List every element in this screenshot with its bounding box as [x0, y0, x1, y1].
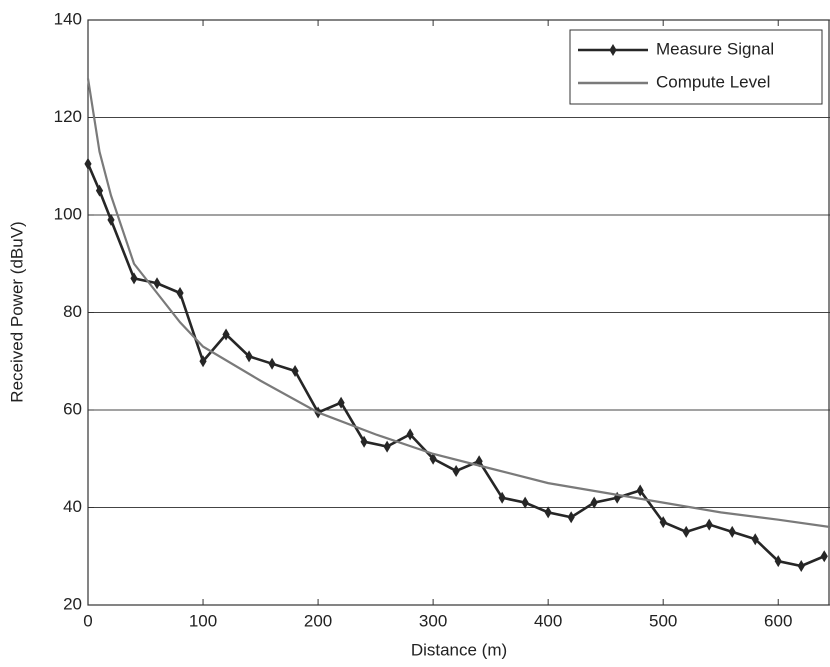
marker [521, 496, 529, 509]
marker [682, 525, 690, 538]
y-tick-label: 120 [54, 107, 82, 126]
marker [95, 184, 104, 197]
x-tick-label: 300 [419, 611, 447, 630]
marker [636, 484, 644, 497]
y-tick-label: 60 [63, 399, 82, 418]
marker [452, 464, 460, 477]
y-axis-label: Received Power (dBuV) [7, 221, 26, 402]
marker [268, 357, 276, 370]
marker [797, 560, 805, 572]
y-tick-label: 20 [63, 594, 82, 613]
marker [222, 328, 230, 341]
plot-frame [87, 19, 830, 606]
marker [774, 555, 782, 568]
series-line [86, 78, 830, 529]
x-tick-label: 400 [534, 611, 562, 630]
marker [498, 491, 506, 504]
marker [820, 550, 828, 563]
x-tick-label: 600 [764, 611, 792, 630]
marker [245, 350, 253, 363]
y-tick-label: 100 [54, 204, 82, 223]
y-tick-label: 40 [63, 497, 82, 516]
legend-label: Measure Signal [656, 39, 774, 58]
marker [176, 287, 184, 299]
marker [544, 506, 552, 519]
marker [751, 533, 759, 546]
x-axis-label: Distance (m) [411, 640, 507, 659]
marker [728, 525, 736, 538]
y-tick-label: 140 [54, 9, 82, 28]
marker [360, 435, 368, 448]
legend-box [569, 29, 823, 105]
marker [429, 452, 437, 465]
marker [130, 272, 138, 285]
marker [84, 157, 92, 170]
marker [567, 511, 575, 524]
x-tick-label: 0 [83, 611, 92, 630]
y-tick-label: 80 [63, 302, 82, 321]
x-tick-label: 100 [189, 611, 217, 630]
marker [705, 518, 713, 531]
marker [153, 277, 161, 290]
marker [383, 440, 391, 453]
marker [199, 355, 207, 368]
marker [659, 516, 667, 529]
marker [337, 396, 345, 409]
marker [590, 496, 598, 509]
marker [406, 428, 414, 441]
legend-marker [609, 44, 617, 56]
x-tick-label: 500 [649, 611, 677, 630]
x-tick-label: 200 [304, 611, 332, 630]
series-line [86, 163, 825, 568]
marker [107, 213, 115, 226]
marker [291, 365, 299, 377]
legend-label: Compute Level [656, 72, 770, 91]
